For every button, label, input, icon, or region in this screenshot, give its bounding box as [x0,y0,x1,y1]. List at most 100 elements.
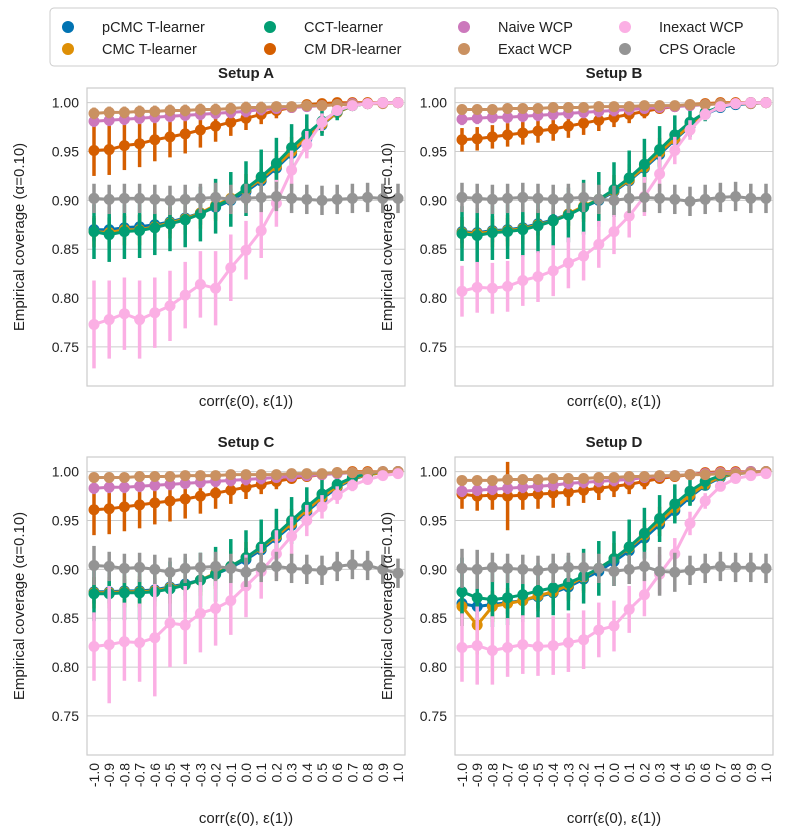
data-point [745,192,757,204]
x-tick-label: -0.3 [192,763,208,787]
data-point [654,565,666,577]
y-tick-label: 0.90 [52,192,79,208]
data-point [608,101,620,113]
plot-frame [454,87,774,387]
legend-marker-cct-learner [264,21,276,33]
data-point [638,527,650,539]
data-point [623,471,635,483]
data-point [532,564,544,576]
data-point [164,104,176,116]
x-tick-label: 0.0 [606,763,622,783]
data-point [502,562,514,574]
panel-title: Setup C [218,434,275,451]
data-point [301,193,313,205]
data-point [669,566,681,578]
data-point [502,111,514,123]
data-point [638,191,650,203]
data-point [194,192,206,204]
data-point [760,97,772,109]
legend-label-inexact-wcp: Inexact WCP [659,20,744,36]
data-point [346,558,358,570]
data-point [623,172,635,184]
data-point [714,480,726,492]
data-point [103,144,115,156]
data-point [255,469,267,481]
data-point [316,116,328,128]
data-point [134,480,146,492]
data-point [240,192,252,204]
data-point [164,194,176,206]
data-point [88,226,100,238]
data-point [362,191,374,203]
data-point [149,193,161,205]
data-point [103,106,115,118]
data-point [684,124,696,136]
legend-marker-cm-dr-learner [264,43,276,55]
data-point [118,481,130,493]
data-point [179,493,191,505]
data-point [286,142,298,154]
data-point [88,472,100,484]
data-point [103,314,115,326]
data-point [714,101,726,113]
data-point [164,495,176,507]
data-point [745,561,757,573]
data-point [194,490,206,502]
data-point [225,469,237,481]
data-point [134,637,146,649]
data-point [486,103,498,115]
data-point [471,133,483,145]
x-tick-label: 0.2 [636,763,652,783]
x-tick-label: -0.8 [484,763,500,787]
data-point [255,191,267,203]
legend-label-pcmc-t-learner: pCMC T-learner [102,20,205,36]
data-point [471,192,483,204]
data-point [486,111,498,123]
data-point [471,640,483,652]
data-point [286,101,298,113]
data-point [471,592,483,604]
data-point [654,100,666,112]
data-point [149,563,161,575]
data-point [760,562,772,574]
x-tick-label: 0.2 [268,763,284,783]
legend: pCMC T-learner CMC T-learner CCT-learner CM… [49,7,779,67]
data-point [255,102,267,114]
data-point [392,567,404,579]
data-point [562,637,574,649]
y-tick-label: 0.85 [52,241,79,257]
data-point [88,588,100,600]
data-point [578,484,590,496]
data-point [456,103,468,115]
x-tick-label: 0.9 [743,763,759,783]
x-tick-label: 0.3 [652,763,668,783]
series-inexact-wcp [88,97,404,369]
data-point [331,489,343,501]
data-point [532,192,544,204]
data-point [164,471,176,483]
x-tick-label: 0.0 [238,763,254,783]
data-point [486,282,498,294]
data-point [547,102,559,114]
data-point [103,193,115,205]
panel-setup-d: 0.75 0.80 0.85 0.90 0.95 1.00 Setup D Empirical… [379,434,774,827]
data-point [286,530,298,542]
data-point [608,565,620,577]
data-point [346,100,358,112]
data-point [547,562,559,574]
data-point [760,192,772,204]
x-tick-label: 0.4 [667,763,683,783]
x-tick-label: 0.1 [621,763,637,783]
data-point [669,145,681,157]
data-point [562,577,574,589]
plot-frame [454,456,774,756]
data-point [684,99,696,111]
data-point [623,541,635,553]
legend-marker-cps-oracle [619,43,631,55]
data-point [88,318,100,330]
data-point [179,128,191,140]
data-point [745,470,757,482]
data-point [316,100,328,112]
data-point [255,561,267,573]
data-point [118,226,130,238]
